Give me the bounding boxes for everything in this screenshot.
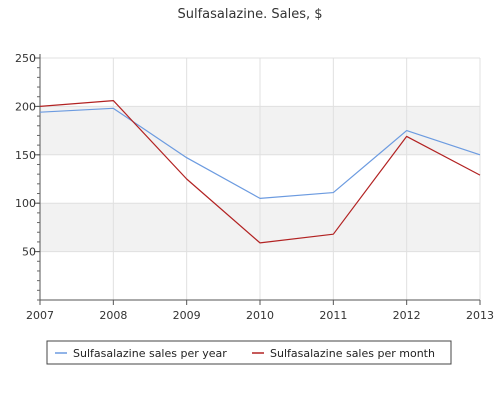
x-tick-label: 2009 [173, 309, 201, 322]
x-tick-label: 2010 [246, 309, 274, 322]
legend: Sulfasalazine sales per year Sulfasalazi… [46, 340, 452, 365]
x-tick-label: 2012 [393, 309, 421, 322]
x-tick-label: 2011 [319, 309, 347, 322]
legend-label-month: Sulfasalazine sales per month [270, 347, 435, 360]
series-layer [39, 99, 481, 244]
series-line-per-month [39, 99, 481, 244]
y-tick-label: 200 [15, 100, 36, 113]
legend-label-year: Sulfasalazine sales per year [73, 347, 227, 360]
x-tick-label: 2008 [99, 309, 127, 322]
legend-box [46, 340, 452, 365]
y-tick-label: 100 [15, 197, 36, 210]
chart-title: Sulfasalazine. Sales, $ [177, 7, 322, 22]
y-tick-label: 50 [22, 246, 36, 259]
series-line-per-year [39, 107, 481, 199]
x-tick-label: 2013 [466, 309, 494, 322]
x-tick-label: 2007 [26, 309, 54, 322]
y-tick-label: 150 [15, 149, 36, 162]
grid-lines [39, 57, 481, 300]
axes: 50 100 150 200 250 2007 2008 2009 2010 2011 2012 20… [15, 52, 494, 322]
y-tick-label: 250 [15, 52, 36, 65]
